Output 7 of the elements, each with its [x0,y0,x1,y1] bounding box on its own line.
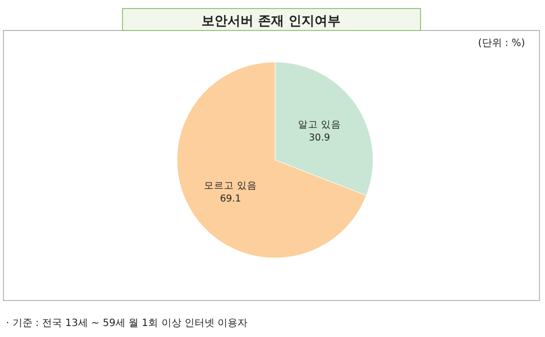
text: · 기준 : 전국 13세 ~ 59세 월 1회 이상 인터넷 이용자 [6,318,248,329]
data-label: 69.1 [220,193,242,204]
text: (단위 : %) [478,38,526,49]
chart-title: 보안서버 존재 인지여부 [201,14,341,29]
slice-label: 모르고 있음 [204,180,258,192]
data-label: 30.9 [308,132,330,144]
slice-label: 알고 있음 [298,120,341,131]
